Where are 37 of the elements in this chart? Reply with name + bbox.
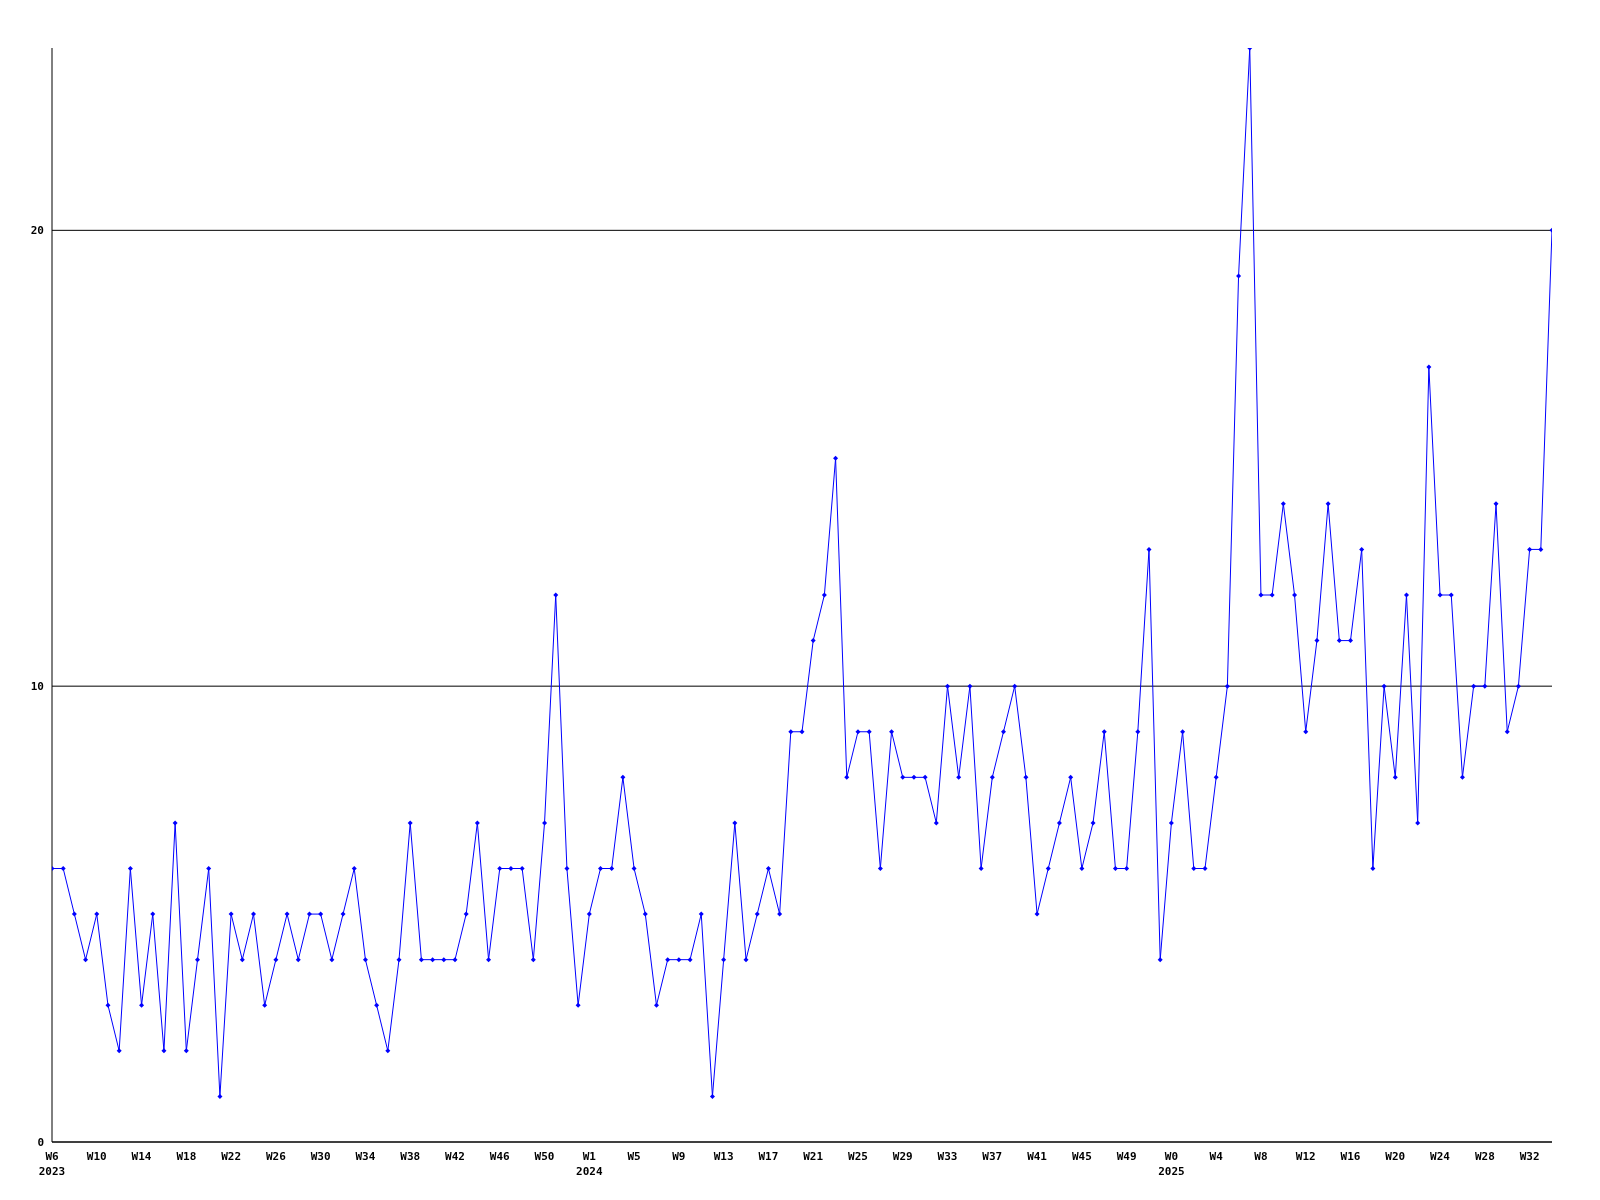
x-tick-label: W18 xyxy=(176,1150,197,1163)
x-tick-label: W9 xyxy=(672,1150,686,1163)
x-tick-label: W17 xyxy=(758,1150,779,1163)
x-tick-label: W45 xyxy=(1071,1150,1092,1163)
x-tick-label: W49 xyxy=(1116,1150,1137,1163)
x-tick-label: W8 xyxy=(1254,1150,1268,1163)
x-tick-label: W20 xyxy=(1385,1150,1406,1163)
x-tick-label: W50 xyxy=(534,1150,555,1163)
x-tick-label: W30 xyxy=(310,1150,331,1163)
x-tick-label: W10 xyxy=(86,1150,107,1163)
x-tick-label: W41 xyxy=(1027,1150,1048,1163)
x-tick-label: W22 xyxy=(221,1150,242,1163)
x-tick-label: W34 xyxy=(355,1150,376,1163)
x-tick-label: W21 xyxy=(803,1150,824,1163)
x-tick-label: W16 xyxy=(1340,1150,1361,1163)
x-tick-label: W33 xyxy=(937,1150,958,1163)
x-tick-label: W38 xyxy=(400,1150,421,1163)
x-tick-label: W42 xyxy=(445,1150,465,1163)
x-tick-label: W26 xyxy=(265,1150,287,1163)
x-tick-label: W13 xyxy=(713,1150,734,1163)
y-tick-label: 20 xyxy=(30,224,44,238)
x-tick-label: W4 xyxy=(1209,1150,1224,1163)
x-tick-label: W37 xyxy=(982,1150,1003,1163)
x-tick-label: W12 xyxy=(1295,1150,1316,1163)
x-tick-label: W5 xyxy=(627,1150,641,1163)
y-tick-label: 0 xyxy=(37,1135,44,1149)
x-tick-label: W24 xyxy=(1430,1150,1451,1163)
x-tick-label: W32 xyxy=(1519,1150,1540,1163)
x-tick-label: W6 2023 xyxy=(38,1150,66,1178)
x-tick-label: W28 xyxy=(1474,1150,1495,1163)
x-tick-label: W29 xyxy=(892,1150,913,1163)
x-tick-label: W14 xyxy=(131,1150,152,1163)
y-tick-label: 10 xyxy=(30,680,44,694)
x-tick-label: W25 xyxy=(848,1150,868,1163)
x-tick-label: W46 xyxy=(489,1150,511,1163)
x-tick-label: W0 2025 xyxy=(1158,1150,1185,1178)
x-tick-label: W1 2024 xyxy=(576,1150,603,1178)
